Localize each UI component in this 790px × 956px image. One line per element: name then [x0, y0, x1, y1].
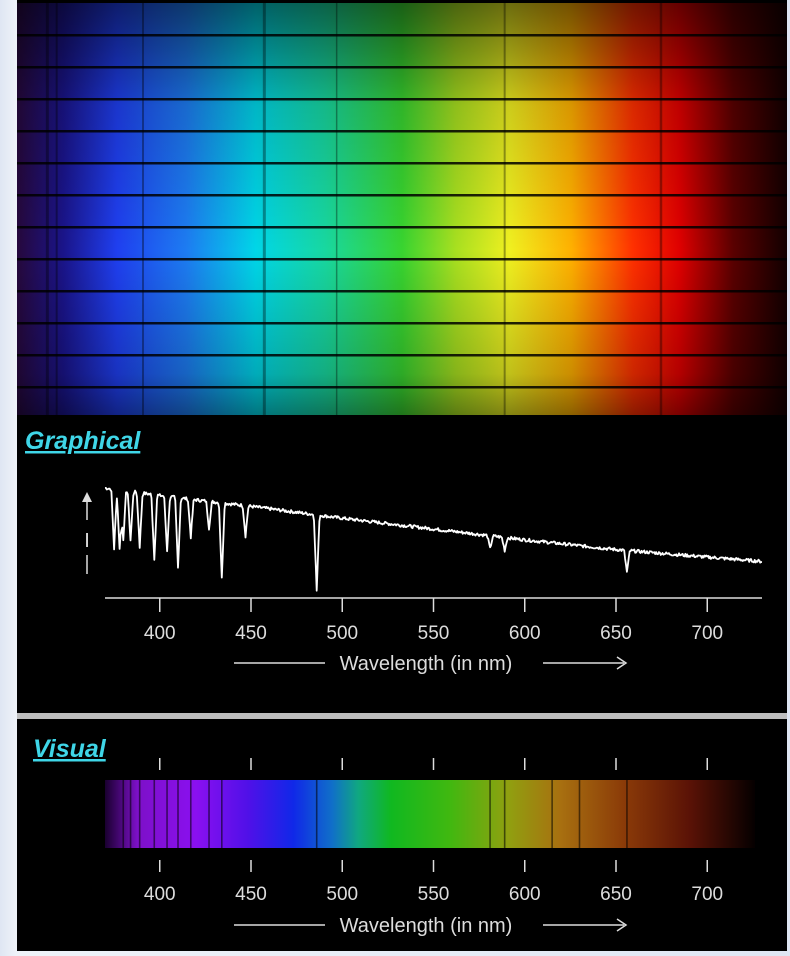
- photo-absorption-line: [55, 3, 58, 415]
- visual-tick-label: 450: [235, 884, 267, 905]
- visual-absorption-line: [153, 780, 156, 848]
- visual-absorption-line: [166, 780, 168, 848]
- strip-separator: [17, 130, 787, 133]
- strip-separator: [17, 258, 787, 261]
- intensity-series-line: [104, 487, 763, 592]
- photo-absorption-line: [45, 3, 49, 415]
- visual-spectrum-chart: 400 450 500 550 600 650 700 Wavelength (in nm): [105, 758, 755, 937]
- graph-tick-label: 650: [600, 623, 632, 644]
- visual-absorption-line: [177, 780, 179, 848]
- visual-xlabel: Wavelength (in nm): [340, 915, 513, 937]
- intensity-axis: I: [82, 492, 92, 574]
- visual-absorption-line: [489, 780, 491, 848]
- intensity-label: I: [84, 530, 90, 552]
- visual-tick-label: 700: [691, 884, 723, 905]
- strip-separator: [17, 354, 787, 357]
- strip-separator: [17, 34, 787, 37]
- visual-title: Visual: [33, 735, 107, 763]
- visual-absorption-line: [578, 780, 581, 848]
- strip-separator: [17, 98, 787, 101]
- section-divider: [17, 713, 787, 719]
- photo-absorption-line: [335, 3, 338, 415]
- visual-absorption-line: [551, 780, 553, 848]
- spectrum-figure: Graphical I 400 450 500 550 600 650 700 Wavele…: [17, 0, 787, 951]
- graph-xlabel: Wavelength (in nm): [340, 653, 513, 675]
- strip-separators: [17, 34, 787, 389]
- strip-separator: [17, 66, 787, 69]
- strip-separator: [17, 290, 787, 293]
- visual-absorption-line: [503, 780, 506, 848]
- photo-absorption-line: [503, 3, 506, 415]
- graphical-spectrum-chart: 400 450 500 550 600 650 700 Wavelength (in nm): [104, 487, 763, 675]
- up-arrow-icon: [82, 492, 92, 502]
- graph-ticks: 400 450 500 550 600 650 700: [144, 598, 723, 644]
- graph-tick-label: 600: [509, 623, 541, 644]
- visual-absorption-line: [315, 780, 318, 848]
- visual-tick-label: 600: [509, 884, 541, 905]
- visual-tick-label: 400: [144, 884, 176, 905]
- visual-spectrum-band: [105, 780, 755, 848]
- visual-tick-label: 650: [600, 884, 632, 905]
- graph-tick-label: 500: [326, 623, 358, 644]
- strip-separator: [17, 386, 787, 389]
- photo-absorption-line: [659, 3, 663, 415]
- visual-axis-caption: Wavelength (in nm): [234, 915, 628, 937]
- spectrum-shading: [17, 3, 787, 415]
- visual-absorption-line: [221, 780, 223, 848]
- photo-absorption-line: [142, 3, 144, 415]
- strip-separator: [17, 162, 787, 165]
- graph-tick-label: 450: [235, 623, 267, 644]
- visual-tick-label: 550: [418, 884, 450, 905]
- visual-top-ticks: [159, 758, 708, 770]
- visual-bottom-ticks: 400 450 500 550 600 650 700: [144, 860, 723, 905]
- strip-separator: [17, 194, 787, 197]
- visual-absorption-line: [189, 780, 192, 848]
- graph-axis-caption: Wavelength (in nm): [234, 653, 628, 675]
- graph-tick-label: 700: [691, 623, 723, 644]
- visual-absorption-line: [208, 780, 210, 848]
- graphical-title: Graphical: [25, 427, 141, 455]
- visual-tick-label: 500: [326, 884, 358, 905]
- spectrum-figure-svg: Graphical I 400 450 500 550 600 650 700 Wavele…: [17, 3, 787, 937]
- right-arrow-icon: [616, 918, 628, 932]
- visual-absorption-line: [626, 780, 628, 848]
- visual-absorption-line: [122, 780, 125, 848]
- visual-absorption-line: [138, 780, 141, 848]
- strip-separator: [17, 322, 787, 325]
- absorption-line-overlay: [45, 3, 663, 415]
- photo-absorption-line: [262, 3, 266, 415]
- strip-separator: [17, 226, 787, 229]
- graph-tick-label: 550: [418, 623, 450, 644]
- solar-spectrum-image: [17, 3, 787, 415]
- visual-absorption-lines: [122, 780, 628, 848]
- visual-absorption-line: [129, 780, 132, 848]
- right-arrow-icon: [616, 656, 628, 670]
- graph-tick-label: 400: [144, 623, 176, 644]
